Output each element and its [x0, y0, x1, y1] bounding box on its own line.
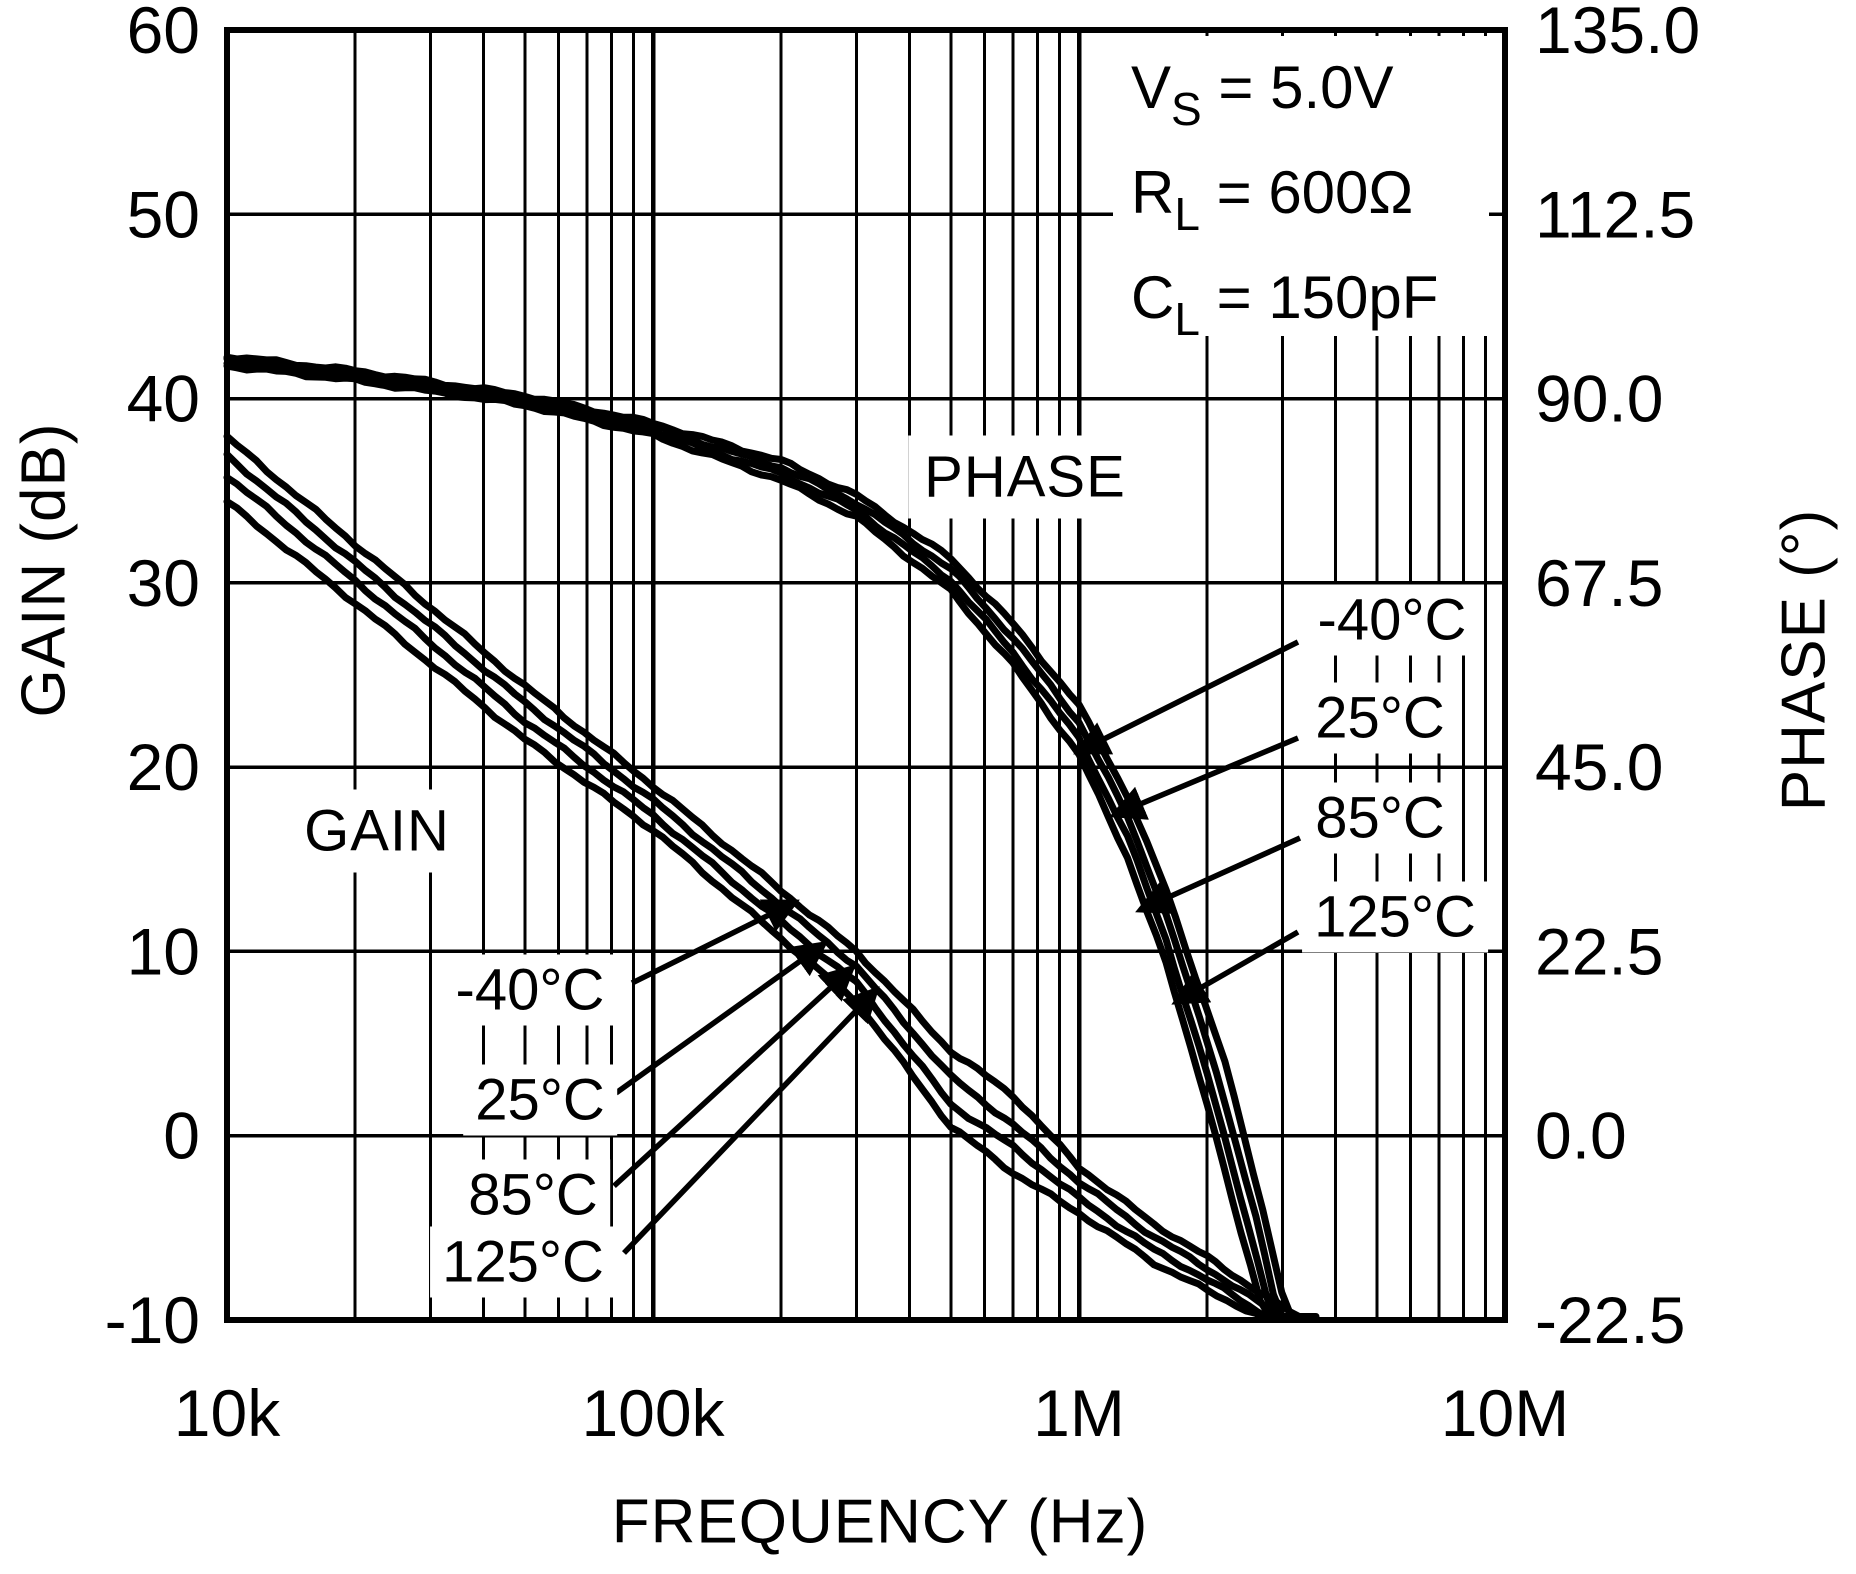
- condition-supply-voltage: VS = 5.0V: [1131, 44, 1489, 149]
- phase-tick-label: 45.0: [1535, 730, 1663, 804]
- test-conditions-box: VS = 5.0V RL = 600Ω CL = 150pF: [1113, 36, 1489, 345]
- condition-value: = 150pF: [1199, 264, 1439, 331]
- phase-tick-label: 0.0: [1535, 1099, 1627, 1173]
- gain-tick-label: 0: [163, 1099, 200, 1173]
- phase-tick-label: 22.5: [1535, 914, 1663, 988]
- gain-callout-label-85c: 85°C: [456, 1159, 610, 1231]
- phase-curve-125c: [223, 353, 1295, 1320]
- condition-value: = 5.0V: [1201, 54, 1394, 121]
- phase-axis-title: PHASE (°): [1769, 508, 1839, 812]
- condition-load-resistance: RL = 600Ω: [1131, 149, 1489, 254]
- gain-tick-label: 40: [127, 362, 200, 436]
- phase-callout-label-25c: 25°C: [1303, 682, 1457, 754]
- gain-tick-label: 60: [127, 0, 200, 67]
- gain-callout-label-neg40c: -40°C: [443, 954, 617, 1026]
- callout-arrow: [1135, 835, 1302, 914]
- condition-load-capacitance: CL = 150pF: [1131, 254, 1489, 359]
- gain-callout-label-125c: 125°C: [430, 1226, 616, 1298]
- phase-tick-label: 90.0: [1535, 362, 1663, 436]
- frequency-tick-label: 10k: [174, 1376, 281, 1450]
- gain-tick-label: -10: [105, 1283, 200, 1357]
- condition-subscript: L: [1174, 188, 1200, 240]
- grid: [224, 27, 1508, 1323]
- phase-tick-label: 67.5: [1535, 546, 1663, 620]
- callout-arrow: [612, 964, 856, 1189]
- phase-tick-label: 112.5: [1535, 177, 1695, 251]
- callout-arrow: [1073, 639, 1300, 755]
- phase-callout-label-neg40c: -40°C: [1305, 584, 1479, 656]
- gain-curve-85c: [223, 474, 1286, 1320]
- tick-labels: 60 50 40 30 20 10 0 -10 135.0 112.5 90.0 67.5 45.0 22…: [105, 0, 1701, 1450]
- condition-value: = 600Ω: [1199, 159, 1414, 226]
- frequency-tick-label: 1M: [1033, 1376, 1125, 1450]
- condition-subscript: S: [1171, 83, 1202, 135]
- gain-callout-label-25c: 25°C: [463, 1064, 617, 1136]
- callout-arrow: [614, 940, 829, 1096]
- frequency-tick-label: 100k: [581, 1376, 725, 1450]
- callout-arrow: [622, 986, 880, 1255]
- condition-symbol: C: [1131, 264, 1175, 331]
- phase-curves-label: PHASE: [908, 435, 1142, 519]
- gain-curves-label: GAIN: [288, 789, 466, 873]
- gain-tick-label: 10: [127, 914, 200, 988]
- phase-callout-label-85c: 85°C: [1303, 782, 1457, 854]
- phase-tick-label: 135.0: [1535, 0, 1700, 67]
- frequency-axis-title: FREQUENCY (Hz): [611, 1487, 1149, 1557]
- condition-subscript: L: [1174, 293, 1200, 345]
- frequency-tick-label: 10M: [1441, 1376, 1569, 1450]
- callout-arrow: [1171, 929, 1300, 1005]
- phase-tick-label: -22.5: [1535, 1283, 1685, 1357]
- phase-callout-label-125c: 125°C: [1302, 881, 1488, 953]
- gain-tick-label: 50: [127, 177, 200, 251]
- callout-arrow: [630, 899, 800, 986]
- callout-arrows: [612, 639, 1302, 1255]
- gain-tick-label: 20: [127, 730, 200, 804]
- condition-symbol: R: [1131, 159, 1175, 226]
- gain-axis-title: GAIN (dB): [9, 422, 79, 718]
- condition-symbol: V: [1131, 54, 1172, 121]
- gain-tick-label: 30: [127, 546, 200, 620]
- callout-arrow: [1109, 735, 1300, 820]
